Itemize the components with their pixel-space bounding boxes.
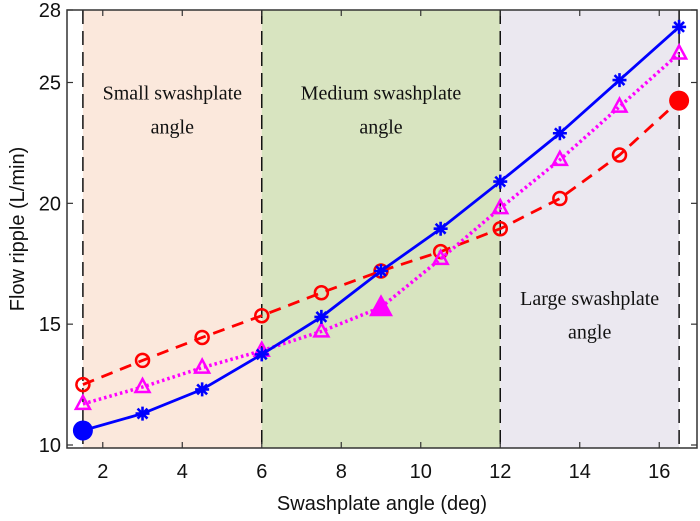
region-small <box>82 10 262 448</box>
data-point <box>254 347 269 362</box>
x-axis-title: Swashplate angle (deg) <box>277 493 487 515</box>
y-axis-title: Flow ripple (L/min) <box>7 147 29 311</box>
data-point <box>493 174 508 189</box>
data-point <box>134 352 151 369</box>
axes <box>66 9 698 449</box>
data-point <box>135 406 150 421</box>
y-tick-label: 25 <box>39 73 61 95</box>
series-blue-star-solid <box>72 19 687 441</box>
data-point <box>374 264 389 278</box>
data-point <box>195 382 210 397</box>
x-tick-label: 16 <box>648 461 670 483</box>
region-label-medium: angle <box>359 116 402 138</box>
x-tick-label: 4 <box>177 461 188 483</box>
data-point <box>254 307 270 324</box>
region-large <box>500 10 680 448</box>
data-point <box>194 329 210 346</box>
plot-frame <box>66 9 698 449</box>
region-label-large: Large swashplate <box>520 288 659 310</box>
highlight-point <box>669 90 690 111</box>
highlight-point <box>369 294 394 317</box>
data-point <box>612 73 627 88</box>
region-backgrounds <box>82 10 680 448</box>
data-point <box>491 197 510 215</box>
y-tick-label: 20 <box>39 193 61 215</box>
region-label-medium: Medium swashplate <box>301 82 462 104</box>
y-tick-label: 28 <box>39 0 61 22</box>
data-point <box>133 376 152 394</box>
region-label-small: Small swashplate <box>103 82 243 104</box>
x-tick-label: 8 <box>336 461 347 483</box>
region-medium <box>261 10 501 448</box>
x-tick-label: 14 <box>569 461 591 483</box>
data-point <box>73 393 92 411</box>
data-point <box>75 376 91 393</box>
data-series <box>72 19 690 441</box>
x-ticks: 2 4 6 8 10 12 14 16 <box>97 10 670 483</box>
x-tick-label: 10 <box>410 461 432 483</box>
x-tick-label: 12 <box>489 461 511 483</box>
data-point <box>610 96 629 113</box>
region-labels: Small swashplate angle Medium swashplate an… <box>103 82 660 343</box>
data-point <box>672 19 687 34</box>
region-label-small: angle <box>151 116 194 138</box>
data-point <box>433 221 448 236</box>
data-point <box>552 190 568 207</box>
data-point <box>431 248 450 266</box>
x-tick-label: 6 <box>256 461 267 483</box>
series-line <box>82 99 681 386</box>
data-point <box>670 42 689 60</box>
data-point <box>313 285 330 301</box>
region-label-large: angle <box>568 322 611 344</box>
data-point <box>312 320 331 338</box>
data-point <box>552 126 567 141</box>
y-ticks: 10 15 20 25 28 <box>39 0 697 457</box>
highlight-point <box>72 420 93 441</box>
x-tick-label: 2 <box>97 461 108 483</box>
y-tick-label: 10 <box>39 435 61 457</box>
data-point <box>550 149 569 167</box>
data-point <box>492 220 508 237</box>
data-point <box>314 309 329 324</box>
data-point <box>193 357 212 374</box>
y-tick-label: 15 <box>39 314 61 336</box>
data-point <box>611 147 628 163</box>
